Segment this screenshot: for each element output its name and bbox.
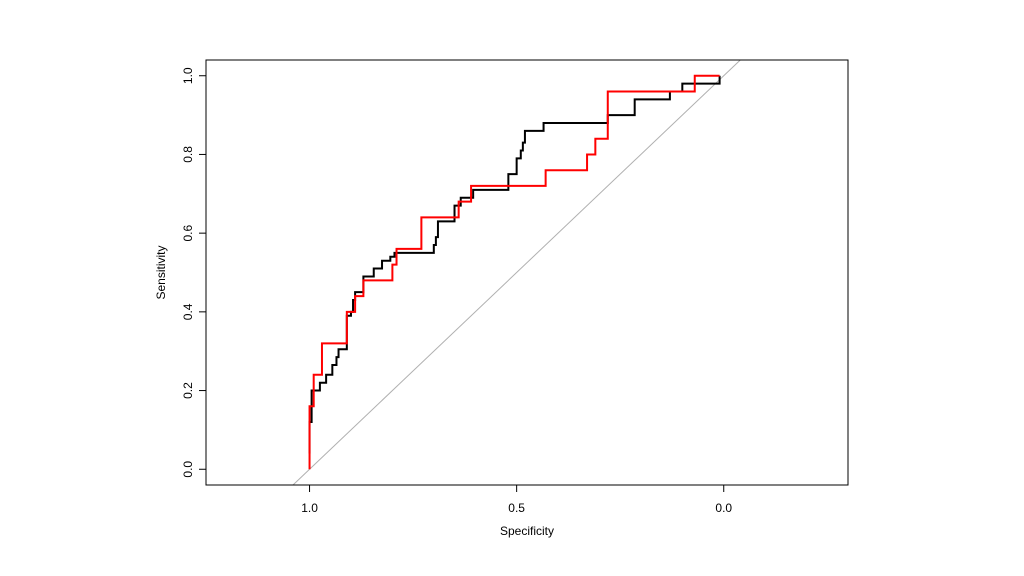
y-tick-label: 0.0 <box>181 461 195 478</box>
y-tick-label: 0.6 <box>181 224 195 241</box>
series-line-1 <box>308 75 721 454</box>
y-tick-label: 0.2 <box>181 382 195 399</box>
x-axis-label: Specificity <box>500 524 554 538</box>
x-axis: 1.0 0.5 0.0 <box>301 484 732 515</box>
series-line-2 <box>308 74 720 470</box>
x-tick-label: 0.5 <box>508 501 525 515</box>
x-tick-label: 1.0 <box>301 501 318 515</box>
reference-diagonal-line <box>292 59 741 486</box>
y-tick-label: 0.4 <box>181 303 195 320</box>
x-tick-label: 0.0 <box>715 501 732 515</box>
y-axis: 0.0 0.2 0.4 0.6 0.8 1.0 <box>181 67 207 478</box>
y-tick-label: 1.0 <box>181 67 195 84</box>
y-tick-label: 0.8 <box>181 146 195 163</box>
y-axis-label: Sensitivity <box>154 245 168 299</box>
reference-diagonal-layer <box>292 59 741 486</box>
series-layer <box>308 74 721 470</box>
plot-frame <box>205 59 849 486</box>
